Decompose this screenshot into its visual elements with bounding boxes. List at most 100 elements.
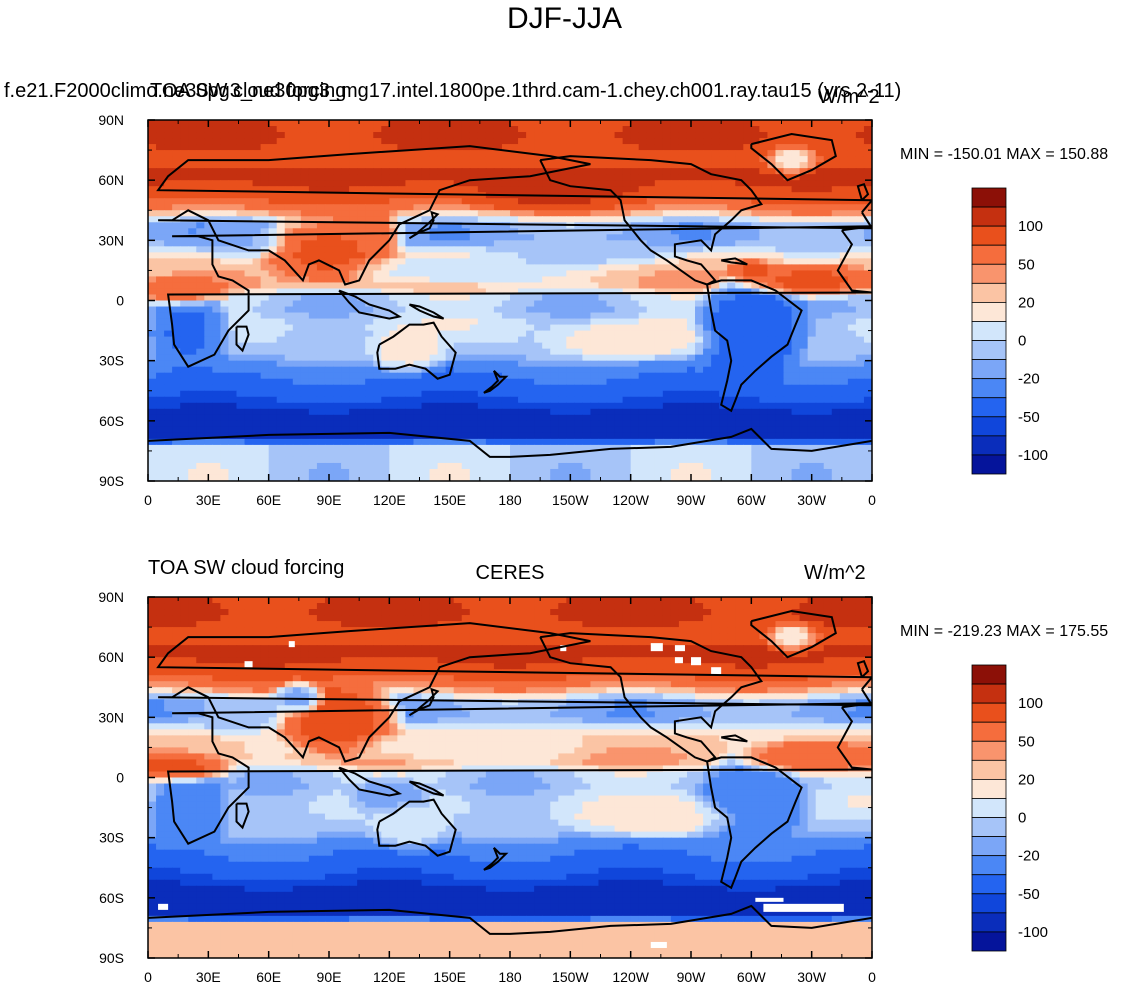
field-cell [453, 408, 463, 416]
field-cell [308, 348, 318, 356]
field-cell [188, 216, 197, 223]
field-cell [566, 270, 575, 278]
field-cell [767, 198, 777, 205]
field-cell [582, 120, 592, 127]
field-cell [204, 210, 213, 217]
field-cell [228, 414, 238, 422]
field-cell [598, 288, 608, 296]
field-cell [791, 252, 801, 259]
field-cell [212, 300, 221, 308]
field-cell [558, 288, 567, 296]
field-cell [180, 390, 189, 398]
field-cell [365, 162, 374, 169]
field-cell [630, 420, 640, 428]
field-cell [847, 150, 857, 157]
field-cell [831, 270, 841, 278]
field-cell [308, 294, 318, 302]
field-cell [518, 258, 527, 265]
field-cell [469, 384, 479, 392]
field-cell [526, 306, 535, 314]
field-cell [316, 270, 326, 278]
field-cell [228, 432, 238, 440]
field-cell [421, 294, 431, 302]
field-cell [711, 324, 720, 332]
field-cell [389, 306, 398, 314]
field-cell [276, 366, 286, 374]
field-cell [284, 312, 294, 320]
field-cell [727, 414, 736, 422]
field-cell [373, 198, 382, 205]
field-cell [445, 174, 455, 181]
field-cell [823, 372, 833, 380]
field-cell [662, 138, 672, 145]
field-cell [719, 174, 728, 181]
field-cell [622, 138, 632, 145]
field-cell [590, 192, 600, 199]
field-cell [662, 210, 672, 217]
field-cell [453, 264, 463, 272]
field-cell [614, 402, 624, 410]
field-cell [437, 408, 447, 416]
field-cell [823, 312, 833, 320]
field-cell [550, 312, 559, 320]
field-cell [164, 426, 173, 434]
field-cell [461, 372, 471, 380]
field-cell [445, 144, 455, 151]
field-cell [590, 336, 600, 344]
field-cell [526, 312, 535, 320]
field-cell [542, 342, 551, 350]
field-cell [630, 414, 640, 422]
field-cell [630, 318, 640, 326]
field-cell [783, 336, 793, 344]
field-cell [775, 174, 785, 181]
field-cell [630, 192, 640, 199]
field-cell [775, 426, 785, 434]
field-cell [236, 300, 246, 308]
field-cell [542, 180, 551, 187]
field-cell [324, 330, 334, 338]
field-cell [550, 192, 559, 199]
field-cell [735, 426, 744, 434]
field-cell [582, 132, 592, 139]
field-cell [526, 402, 535, 410]
field-cell [598, 252, 608, 259]
field-cell [220, 336, 230, 344]
field-cell [727, 210, 736, 217]
field-cell [831, 354, 841, 362]
field-cell [815, 408, 825, 416]
field-cell [324, 318, 334, 326]
field-cell [751, 420, 760, 428]
field-cell [566, 360, 575, 368]
field-cell [566, 438, 575, 446]
field-cell [807, 318, 817, 326]
field-cell [236, 276, 246, 284]
field-cell [534, 252, 543, 259]
field-cell [469, 426, 479, 434]
field-cell [735, 384, 744, 392]
field-cell [501, 330, 511, 338]
field-cell [590, 426, 600, 434]
field-cell [654, 336, 664, 344]
field-cell [686, 168, 696, 175]
field-cell [526, 366, 535, 374]
field-cell [799, 234, 809, 241]
field-cell [228, 198, 238, 205]
field-cell [855, 192, 865, 199]
field-cell [767, 288, 777, 296]
field-cell [751, 372, 760, 380]
field-cell [461, 162, 471, 169]
field-cell [558, 432, 567, 440]
field-cell [244, 306, 254, 314]
field-cell [204, 234, 213, 241]
field-cell [622, 432, 632, 440]
field-cell [638, 294, 648, 302]
field-cell [172, 228, 181, 235]
field-cell [196, 138, 205, 145]
field-cell [284, 300, 294, 308]
field-cell [461, 306, 471, 314]
field-cell [582, 186, 592, 193]
field-cell [236, 420, 246, 428]
field-cell [164, 378, 173, 386]
field-cell [606, 198, 616, 205]
field-cell [453, 270, 463, 278]
